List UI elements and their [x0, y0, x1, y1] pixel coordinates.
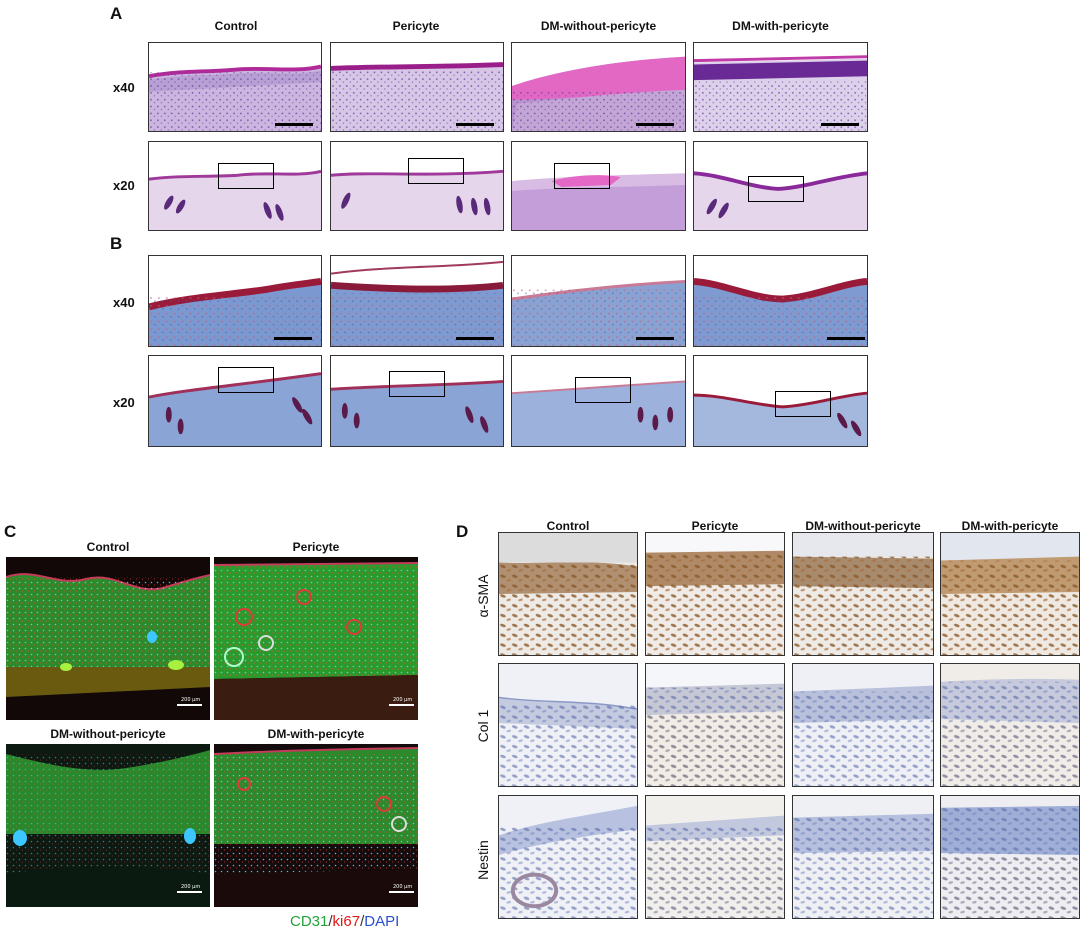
legend-cd31: CD31: [290, 913, 329, 930]
channel-legend: CD31/ki67/DAPI: [290, 913, 399, 931]
scale-bar-label: 200 μm: [393, 884, 413, 890]
scale-bar: [456, 123, 494, 126]
fluorescence-dm-without-image: [6, 744, 210, 907]
panel-a-col-pericyte: Pericyte: [392, 19, 440, 33]
masson-x40-pericyte-image: [330, 255, 504, 347]
panel-b-row-x20: x20: [113, 395, 135, 410]
zoom-region-box: [554, 163, 610, 189]
panel-d-row-col1: Col 1: [475, 709, 491, 743]
ihc-asma-pericyte-image: [645, 532, 785, 656]
he-x40-pericyte-image: [330, 42, 504, 132]
panel-d-row-nestin: Nestin: [475, 840, 491, 880]
scale-bar: [456, 337, 494, 340]
panel-d-col-control: Control: [546, 519, 590, 533]
zoom-region-box: [748, 176, 804, 202]
panel-c-title-control: Control: [86, 540, 130, 554]
legend-sep: /: [360, 913, 365, 930]
ihc-asma-dm-without-image: [792, 532, 934, 656]
zoom-region-box: [775, 391, 831, 417]
zoom-region-box: [389, 371, 445, 397]
scale-bar: [274, 337, 312, 340]
panel-c-title-dm-without: DM-without-pericyte: [50, 727, 166, 741]
masson-x20-control-image: [148, 355, 322, 447]
masson-x20-pericyte-image: [330, 355, 504, 447]
he-x20-pericyte-image: [330, 141, 504, 231]
panel-c-label: C: [4, 522, 17, 541]
panel-a-row-x20: x20: [113, 178, 135, 193]
panel-a-col-control: Control: [214, 19, 258, 33]
zoom-region-box: [218, 367, 274, 393]
he-x40-control-image: [148, 42, 322, 132]
zoom-region-box: [408, 158, 464, 184]
ihc-col1-dm-with-image: [940, 663, 1080, 787]
he-x40-dm-with-image: [693, 42, 868, 132]
panel-a-row-x40: x40: [113, 80, 135, 95]
ihc-nestin-control-image: [498, 795, 638, 919]
masson-x40-control-image: [148, 255, 322, 347]
masson-x20-dm-without-image: [511, 355, 686, 447]
fluorescence-dm-with-image: [214, 744, 418, 907]
scale-bar: [177, 891, 202, 893]
zoom-region-box: [218, 163, 274, 189]
scale-bar-label: 200 μm: [181, 697, 201, 703]
panel-d-col-dm-with: DM-with-pericyte: [961, 519, 1059, 533]
ihc-asma-dm-with-image: [940, 532, 1080, 656]
panel-c-title-dm-with: DM-with-pericyte: [267, 727, 365, 741]
panel-a-col-dm-without: DM-without-pericyte: [540, 19, 657, 33]
fluorescence-pericyte-image: [214, 557, 418, 720]
scale-bar-label: 200 μm: [393, 697, 413, 703]
scale-bar: [275, 123, 313, 126]
ihc-col1-control-image: [498, 663, 638, 787]
legend-dapi: DAPI: [364, 913, 400, 930]
ihc-nestin-dm-without-image: [792, 795, 934, 919]
ihc-col1-pericyte-image: [645, 663, 785, 787]
ihc-col1-dm-without-image: [792, 663, 934, 787]
panel-a-label: A: [110, 4, 123, 23]
scale-bar: [177, 704, 202, 706]
scale-bar: [636, 123, 674, 126]
panel-a-col-dm-with: DM-with-pericyte: [732, 19, 829, 33]
ihc-nestin-dm-with-image: [940, 795, 1080, 919]
scale-bar: [821, 123, 859, 126]
fluorescence-control-image: [6, 557, 210, 720]
panel-d-row-asma: α-SMA: [475, 574, 491, 618]
scale-bar: [389, 704, 414, 706]
panel-d-col-pericyte: Pericyte: [691, 519, 739, 533]
masson-x40-dm-without-image: [511, 255, 686, 347]
panel-d-label: D: [456, 522, 469, 541]
scale-bar: [389, 891, 414, 893]
he-x20-control-image: [148, 141, 322, 231]
masson-x40-dm-with-image: [693, 255, 868, 347]
he-x40-dm-without-image: [511, 42, 686, 132]
ihc-nestin-pericyte-image: [645, 795, 785, 919]
he-x20-dm-without-image: [511, 141, 686, 231]
panel-d-col-dm-without: DM-without-pericyte: [805, 519, 921, 533]
masson-x20-dm-with-image: [693, 355, 868, 447]
legend-ki67: ki67: [332, 913, 361, 930]
panel-b-label: B: [110, 234, 123, 253]
scale-bar: [636, 337, 674, 340]
zoom-region-box: [575, 377, 631, 403]
legend-sep: /: [328, 913, 333, 930]
scale-bar: [827, 337, 865, 340]
scale-bar-label: 200 μm: [181, 884, 201, 890]
panel-b-row-x40: x40: [113, 295, 135, 310]
ihc-asma-control-image: [498, 532, 638, 656]
panel-c-title-pericyte: Pericyte: [292, 540, 340, 554]
